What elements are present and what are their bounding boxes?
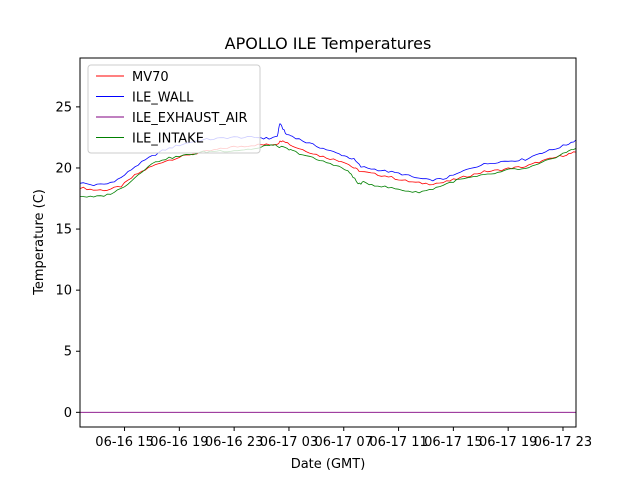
- y-tick-label: 20: [55, 161, 72, 176]
- legend-label-ile-wall: ILE_WALL: [132, 91, 194, 106]
- plot-frame: [79, 57, 577, 428]
- x-tick-label: 06-17 03: [260, 435, 318, 450]
- x-axis-label: Date (GMT): [291, 457, 366, 472]
- legend: MV70 ILE_WALL ILE_EXHAUST_AIR ILE_INTAKE: [87, 64, 261, 154]
- y-tick-label: 15: [55, 223, 72, 238]
- legend-label-ile-intake: ILE_INTAKE: [132, 132, 204, 147]
- y-tick-label: 5: [64, 345, 72, 360]
- x-tick-label: 06-17 07: [315, 435, 373, 450]
- y-axis-label: Temperature (C): [32, 189, 47, 296]
- y-tick-label: 25: [55, 100, 72, 115]
- x-tick-label: 06-17 19: [479, 435, 537, 450]
- x-tick-label: 06-17 11: [369, 435, 427, 450]
- legend-label-mv70: MV70: [132, 70, 169, 85]
- legend-box: [87, 64, 261, 154]
- y-tick-label: 0: [64, 406, 72, 421]
- x-tick-label: 06-16 23: [205, 435, 263, 450]
- legend-label-ile-exhaust-air: ILE_EXHAUST_AIR: [132, 111, 248, 126]
- series-line-ile-intake: [80, 144, 577, 198]
- x-tick-label: 06-16 15: [95, 435, 153, 450]
- x-tick-label: 06-17 23: [534, 435, 592, 450]
- series-line-mv70: [79, 140, 577, 192]
- chart-title: APOLLO ILE Temperatures: [225, 34, 432, 53]
- x-tick-label: 06-17 15: [424, 435, 482, 450]
- y-tick-label: 10: [55, 284, 72, 299]
- x-tick-label: 06-16 19: [150, 435, 208, 450]
